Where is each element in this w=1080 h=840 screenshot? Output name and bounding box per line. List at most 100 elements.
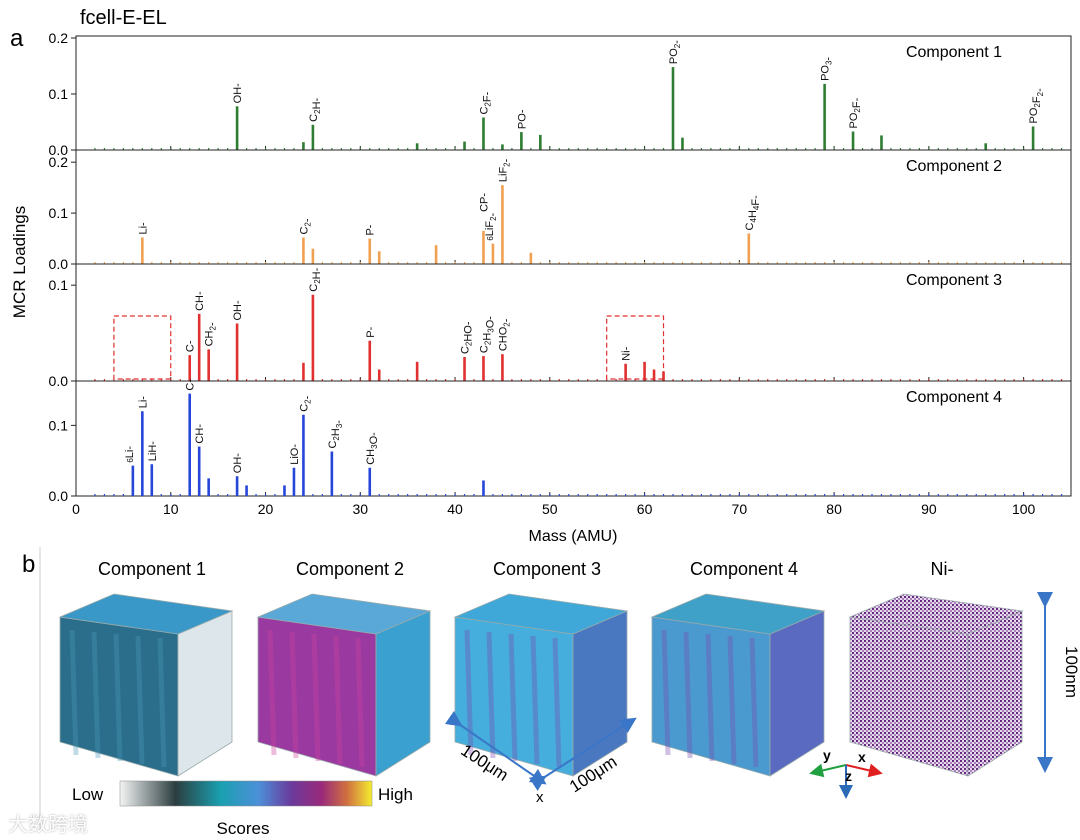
- cube-streak: [157, 637, 167, 768]
- peak-label: C4H4F-: [744, 195, 762, 231]
- peak-label: CP-: [478, 193, 490, 212]
- triad-x-arrow: [845, 763, 883, 778]
- x-axis-label: Mass (AMU): [529, 528, 618, 545]
- cube-streak: [113, 633, 123, 762]
- triad-y-arrow: [809, 763, 847, 778]
- peak-label: Li-: [137, 396, 149, 409]
- x-tick-label: 0: [72, 501, 80, 517]
- peak-label: C-: [185, 340, 197, 352]
- panel-a-label: a: [10, 25, 24, 52]
- x-tick-label: 90: [921, 501, 937, 517]
- y-tick-label: 0.1: [49, 277, 69, 293]
- cube-streak: [135, 635, 145, 765]
- cube-streak: [661, 629, 671, 756]
- cube-face-top: [848, 593, 1024, 635]
- peak-label: 6Li-: [124, 446, 136, 463]
- cube-streak: [91, 631, 101, 759]
- x-tick-label: 50: [542, 501, 558, 517]
- peak-label: CH2-: [204, 322, 219, 346]
- cube-streak: [289, 631, 299, 759]
- cube-streak: [69, 629, 79, 756]
- cube-face-top: [58, 593, 234, 635]
- cube-streak: [311, 633, 321, 762]
- peak-label: C2H-: [308, 97, 323, 121]
- cube-title: Ni-: [931, 559, 954, 579]
- cube-streak: [333, 635, 343, 765]
- peak-label: C2-: [298, 218, 313, 234]
- cube-title: Component 1: [98, 559, 206, 579]
- cube-streak: [727, 635, 737, 765]
- cube-streak: [683, 631, 693, 759]
- cube-title: Component 2: [296, 559, 404, 579]
- score-cube-3: Component 3: [453, 559, 629, 777]
- peak-label: LiO-: [289, 444, 301, 465]
- x-tick-label: 60: [637, 501, 653, 517]
- cube-face-side: [375, 610, 431, 777]
- x-tick-label: 10: [163, 501, 179, 517]
- peak-label: OH-: [232, 453, 244, 474]
- cube-face-side: [572, 610, 628, 777]
- triad-z-label: z: [845, 768, 852, 784]
- peak-label: PO-: [516, 109, 528, 129]
- peak-label: 6LiF2-: [484, 212, 499, 240]
- watermark: 大数跨境: [8, 812, 88, 836]
- highlight-box: [113, 315, 172, 380]
- peak-label: PO2-: [668, 40, 683, 64]
- cube-title: Component 3: [493, 559, 601, 579]
- triad-y-label: y: [823, 747, 831, 763]
- x-axis-letter: x: [536, 789, 544, 806]
- colorbar-high-label: High: [378, 785, 413, 804]
- peak-label: CH-: [194, 291, 206, 311]
- component-title: Component 3: [906, 272, 1002, 289]
- score-cube-5: Ni-: [848, 559, 1024, 777]
- component-title: Component 2: [906, 158, 1002, 175]
- x-tick-label: 100: [1012, 501, 1036, 517]
- peak-label: LiF2-: [497, 158, 512, 182]
- peak-label: P-: [365, 326, 377, 337]
- peak-label: LiH-: [147, 441, 159, 462]
- peak-label: PO2F2-: [1028, 88, 1046, 124]
- panel-b-label: b: [22, 551, 35, 578]
- y-tick-label: 0.1: [49, 417, 69, 433]
- cube-face-side: [177, 610, 233, 777]
- score-cube-4: Component 4: [650, 559, 826, 777]
- score-cube-1: Component 1: [58, 559, 234, 777]
- spectra-plots: 0.0 0.1 0.2 OH- C2H- C2F- PO- PO2- PO3- PO2F- PO2F…: [49, 30, 1072, 517]
- component-plot-3: 0.0 0.1 C- CH- CH2- OH- C2H- P- C2HO-C2H3O-CHO2-…: [49, 263, 1072, 389]
- y-tick-label: 0.0: [49, 488, 69, 504]
- peak-label: OH-: [232, 83, 244, 104]
- y-tick-label: 0.0: [49, 256, 69, 272]
- peak-label: C2H3-: [327, 420, 345, 449]
- peak-label: PO2F-: [848, 97, 863, 128]
- peak-label: C2-: [298, 395, 313, 411]
- y-tick-label: 0.0: [49, 142, 69, 158]
- y-tick-label: 0.1: [49, 86, 69, 102]
- component-title: Component 4: [906, 389, 1002, 406]
- peak-label: CH-: [194, 424, 206, 444]
- x-tick-label: 20: [258, 501, 274, 517]
- y-axis-label: MCR Loadings: [10, 206, 29, 318]
- cube-streak: [749, 637, 759, 768]
- cube-face-side: [967, 610, 1023, 777]
- y-dimension-arrow: [528, 717, 637, 792]
- peak-label: C2H-: [308, 267, 323, 291]
- peak-label: P-: [365, 224, 377, 235]
- cube-face-top: [650, 593, 826, 635]
- cube-streak: [267, 629, 277, 756]
- x-tick-label: 30: [352, 501, 368, 517]
- cube-face-front: [849, 616, 969, 777]
- x-dimension-arrow: [444, 710, 547, 785]
- cube-streak: [705, 633, 715, 762]
- component-plot-2: 0.0 0.1 0.2 Li- C2- P- CP-6LiF2- LiF2- C4H4F- Com…: [49, 149, 1072, 272]
- z-dimension-label: 100nm: [1062, 646, 1080, 698]
- peak-label: C2F-: [478, 91, 493, 114]
- component-plot-1: 0.0 0.1 0.2 OH- C2H- C2F- PO- PO2- PO3- PO2F- PO2F…: [49, 30, 1072, 158]
- y-tick-label: 0.0: [49, 373, 69, 389]
- triad-x-label: x: [858, 749, 866, 765]
- component-plot-4: 0.0 0.1 6Li- Li- LiH- C- CH- OH- LiO- C2- C2H3- CH3…: [49, 379, 1072, 504]
- plot-frame: [75, 380, 1072, 497]
- peak-label: Li-: [137, 222, 149, 235]
- colorbar-title: Scores: [217, 819, 270, 838]
- y-tick-label: 0.2: [49, 30, 69, 46]
